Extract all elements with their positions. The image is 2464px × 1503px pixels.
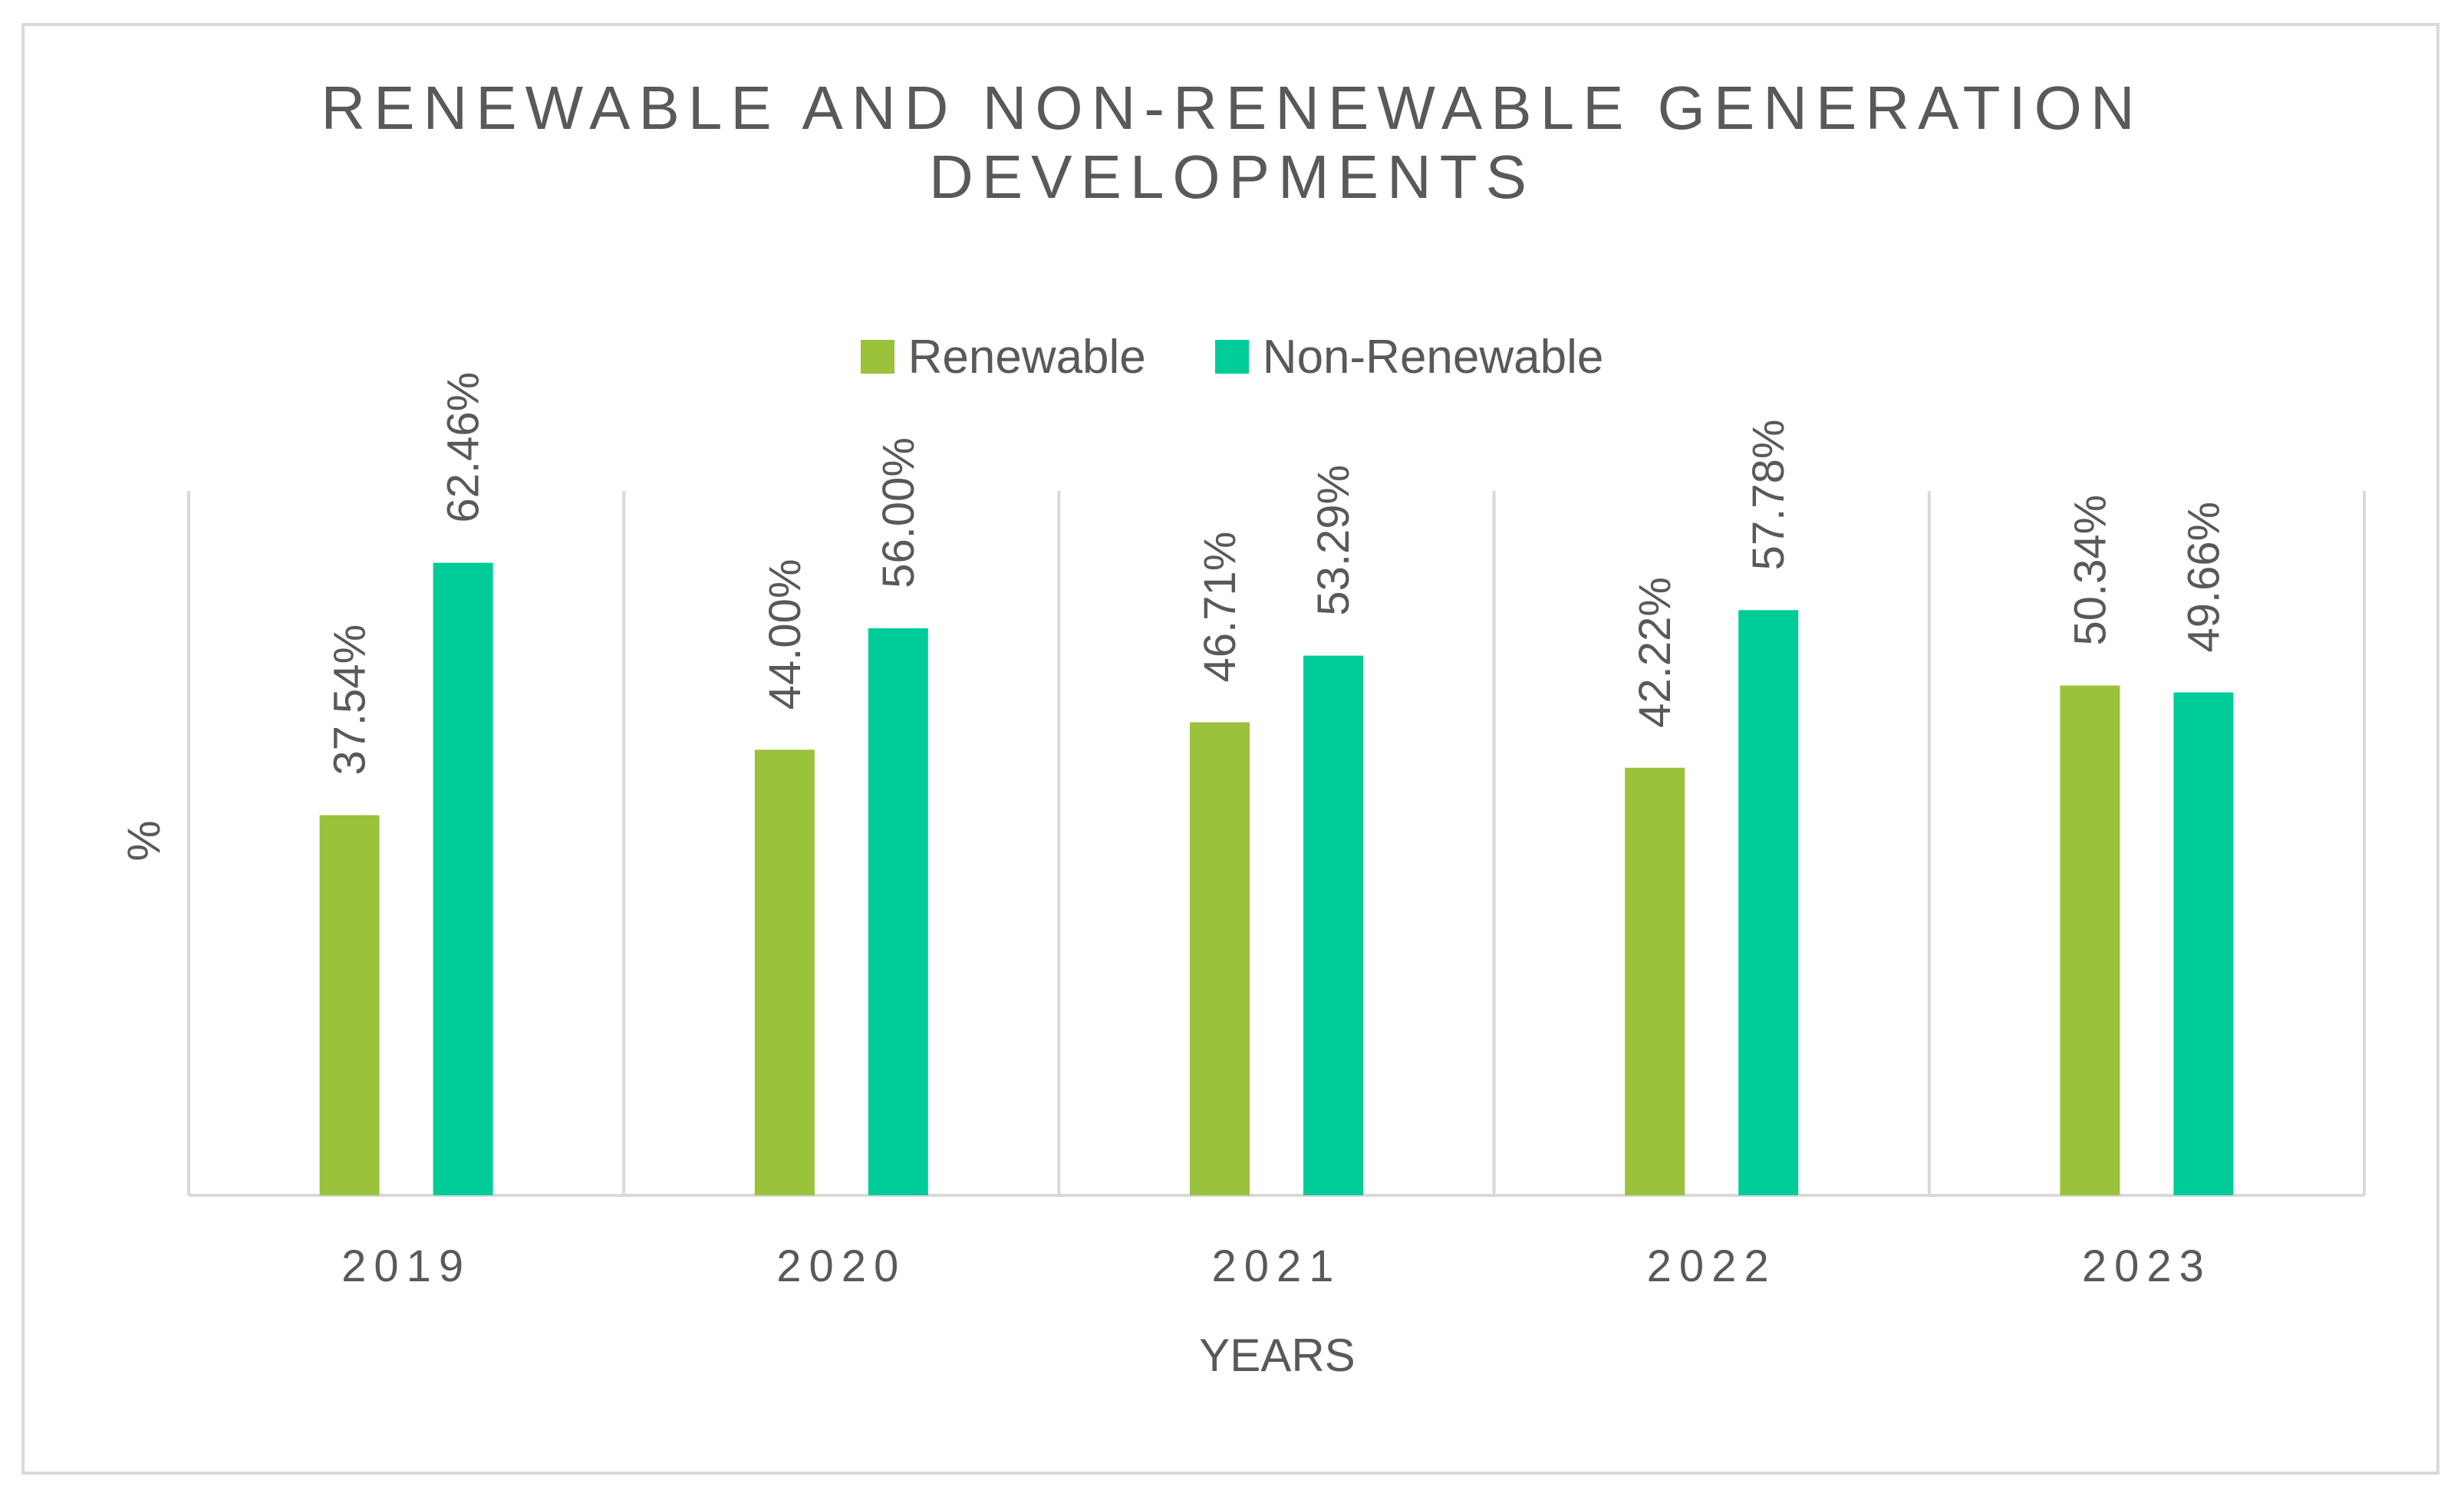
bar-non-renewable-2022 <box>1738 610 1799 1195</box>
x-axis-title: YEARS <box>1199 1330 1355 1381</box>
legend-item-renewable: Renewable <box>860 330 1146 384</box>
legend-label-non-renewable: Non-Renewable <box>1262 330 1604 384</box>
x-tick-label-2022: 2022 <box>1647 1241 1777 1291</box>
data-label-renewable-2023: 50.34% <box>2065 495 2115 646</box>
chart-title-line1: RENEWABLE AND NON-RENEWABLE GENERATION <box>321 74 2143 142</box>
x-tick-label-2021: 2021 <box>1211 1241 1341 1291</box>
bar-renewable-2022 <box>1625 767 1685 1195</box>
bar-renewable-2020 <box>754 750 815 1195</box>
x-tick-label-2019: 2019 <box>341 1241 471 1291</box>
legend-swatch-renewable <box>860 340 894 374</box>
bar-renewable-2023 <box>2060 685 2120 1195</box>
legend-item-non-renewable: Non-Renewable <box>1214 330 1604 384</box>
chart-title-line2: DEVELOPMENTS <box>929 143 1535 211</box>
bar-non-renewable-2023 <box>2173 692 2234 1195</box>
x-tick-label-2023: 2023 <box>2082 1241 2212 1291</box>
data-label-non-renewable-2023: 49.66% <box>2179 502 2228 653</box>
data-label-renewable-2019: 37.54% <box>325 625 375 776</box>
x-tick-label-2020: 2020 <box>776 1241 906 1291</box>
bar-non-renewable-2021 <box>1303 655 1363 1195</box>
data-label-renewable-2021: 46.71% <box>1195 532 1245 683</box>
y-axis-title: % <box>118 820 170 861</box>
chart-title: RENEWABLE AND NON-RENEWABLE GENERATION D… <box>0 74 2464 212</box>
data-label-non-renewable-2022: 57.78% <box>1744 420 1794 571</box>
data-label-non-renewable-2021: 53.29% <box>1309 465 1359 616</box>
data-label-renewable-2020: 44.00% <box>760 559 810 710</box>
bar-non-renewable-2019 <box>433 562 493 1195</box>
bar-renewable-2019 <box>319 815 380 1195</box>
chart-legend: Renewable Non-Renewable <box>0 322 2464 391</box>
bar-renewable-2021 <box>1190 722 1250 1195</box>
legend-label-renewable: Renewable <box>908 330 1146 384</box>
data-label-renewable-2022: 42.22% <box>1630 577 1680 728</box>
legend-swatch-non-renewable <box>1214 340 1249 374</box>
data-label-non-renewable-2019: 62.46% <box>439 372 489 523</box>
data-label-non-renewable-2020: 56.00% <box>874 437 924 588</box>
bar-non-renewable-2020 <box>868 628 928 1195</box>
